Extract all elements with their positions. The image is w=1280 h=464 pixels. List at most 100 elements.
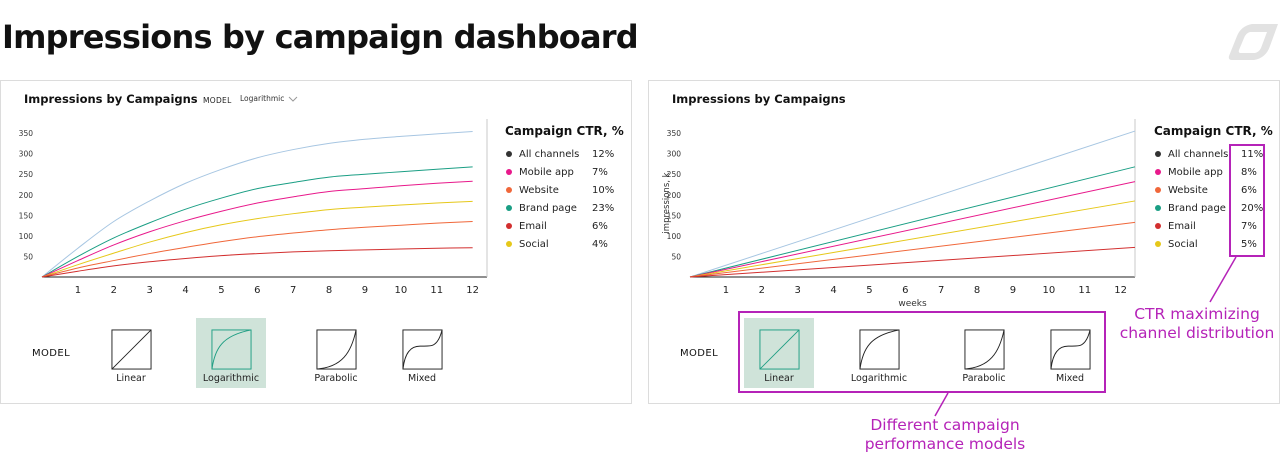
legend-channel-name: Mobile app: [1168, 166, 1223, 178]
x-tick-label: 12: [1114, 285, 1127, 296]
y-tick-label: 300: [667, 150, 682, 159]
x-tick-label: 4: [182, 285, 188, 296]
model-dropdown-value: Logarithmic: [240, 94, 285, 103]
legend-ctr-value: 8%: [1241, 166, 1257, 178]
y-tick-label: 350: [19, 129, 34, 138]
y-axis-label: impressions, k: [662, 172, 672, 233]
ctr-legend: Campaign CTR, % All channels 11% Mobile ap…: [1154, 124, 1280, 253]
legend-channel-name: Email: [1168, 220, 1196, 232]
legend-ctr-value: 4%: [592, 238, 608, 250]
model-option-linear[interactable]: Linear: [744, 318, 814, 388]
x-tick-label: 1: [723, 285, 729, 296]
legend-item[interactable]: Email 6%: [505, 217, 633, 235]
legend-ctr-value: 12%: [592, 148, 615, 160]
annotation-line: Different campaign: [870, 416, 1020, 434]
y-tick-label: 150: [19, 211, 34, 220]
model-option-label: Linear: [764, 373, 794, 384]
model-option-label: Mixed: [407, 373, 437, 384]
model-option-linear[interactable]: Linear: [96, 318, 166, 388]
y-tick-label: 250: [667, 170, 682, 179]
right-dashboard-panel: Impressions by Campaigns 50 100 150 200 250 3…: [648, 80, 1280, 404]
legend-dot-icon: [506, 205, 512, 211]
model-option-mixed[interactable]: Mixed: [1035, 318, 1105, 388]
series-line-4: [689, 221, 1136, 278]
panel-title: Impressions by Campaigns: [672, 92, 846, 106]
legend-channel-name: Social: [1168, 238, 1198, 250]
left-dashboard-panel: Impressions by Campaigns MODEL Logarithm…: [0, 80, 632, 404]
legend-ctr-value: 23%: [592, 202, 615, 214]
x-tick-label: 9: [362, 285, 368, 296]
legend-item[interactable]: Mobile app 8%: [1154, 163, 1280, 181]
legend-channel-name: Email: [519, 220, 547, 232]
legend-ctr-value: 7%: [1241, 220, 1257, 232]
x-tick-label: 5: [866, 285, 872, 296]
legend-channel-name: Website: [1168, 184, 1208, 196]
legend-item[interactable]: All channels 11%: [1154, 145, 1280, 163]
mixed-curve-icon: [402, 329, 443, 370]
legend-item[interactable]: Website 6%: [1154, 181, 1280, 199]
legend-ctr-value: 7%: [592, 166, 608, 178]
legend-dot-icon: [1155, 241, 1161, 247]
legend-item[interactable]: Email 7%: [1154, 217, 1280, 235]
logarithmic-curve-icon: [859, 329, 900, 370]
legend-dot-icon: [1155, 187, 1161, 193]
series-line-2: [689, 181, 1136, 278]
legend-channel-name: All channels: [1168, 148, 1229, 160]
model-option-label: Logarithmic: [202, 373, 260, 384]
model-option-parabolic[interactable]: Parabolic: [301, 318, 371, 388]
legend-channel-name: Brand page: [1168, 202, 1226, 214]
legend-item[interactable]: Brand page 20%: [1154, 199, 1280, 217]
legend-title: Campaign CTR, %: [505, 124, 624, 138]
y-tick-label: 200: [19, 191, 34, 200]
model-option-label: Parabolic: [962, 373, 1006, 384]
legend-channel-name: Social: [519, 238, 549, 250]
parabolic-curve-icon: [316, 329, 357, 370]
model-option-mixed[interactable]: Mixed: [387, 318, 457, 388]
series-line-0: [689, 130, 1136, 278]
model-dropdown[interactable]: Logarithmic: [240, 94, 298, 103]
models-annotation: Different campaign performance models: [850, 416, 1040, 454]
x-tick-label: 9: [1010, 285, 1016, 296]
series-line-1: [41, 166, 473, 278]
brand-logo-icon: [1228, 24, 1278, 60]
y-tick-label: 200: [667, 191, 682, 200]
legend-item[interactable]: Social 5%: [1154, 235, 1280, 253]
series-line-2: [41, 180, 473, 278]
linear-curve-icon: [759, 329, 800, 370]
legend-dot-icon: [506, 187, 512, 193]
page-title: Impressions by campaign dashboard: [2, 18, 639, 56]
x-tick-label: 4: [830, 285, 836, 296]
x-tick-label: 8: [974, 285, 980, 296]
legend-item[interactable]: All channels 12%: [505, 145, 633, 163]
y-tick-label: 50: [23, 252, 33, 261]
legend-item[interactable]: Mobile app 7%: [505, 163, 633, 181]
legend-item[interactable]: Website 10%: [505, 181, 633, 199]
x-tick-label: 6: [902, 285, 908, 296]
x-tick-label: 10: [395, 285, 408, 296]
model-selector-label: MODEL: [32, 348, 71, 359]
annotation-line: CTR maximizing: [1134, 305, 1260, 323]
x-tick-label: 3: [794, 285, 800, 296]
model-dropdown-label: MODEL: [203, 96, 232, 105]
model-option-label: Mixed: [1055, 373, 1085, 384]
legend-ctr-value: 5%: [1241, 238, 1257, 250]
y-tick-label: 350: [667, 129, 682, 138]
legend-item[interactable]: Brand page 23%: [505, 199, 633, 217]
y-tick-label: 300: [19, 150, 34, 159]
chevron-down-icon: [289, 96, 298, 102]
legend-channel-name: All channels: [519, 148, 580, 160]
y-tick-label: 250: [19, 170, 34, 179]
legend-item[interactable]: Social 4%: [505, 235, 633, 253]
annotation-line: performance models: [864, 435, 1026, 453]
y-tick-label: 50: [671, 252, 681, 261]
series-line-3: [689, 200, 1136, 278]
model-option-label: Logarithmic: [850, 373, 908, 384]
model-option-parabolic[interactable]: Parabolic: [949, 318, 1019, 388]
y-tick-label: 100: [19, 232, 34, 241]
model-option-logarithmic[interactable]: Logarithmic: [844, 318, 914, 388]
y-tick-label: 150: [667, 211, 682, 220]
mixed-curve-icon: [1050, 329, 1091, 370]
x-tick-label: 2: [111, 285, 117, 296]
model-option-logarithmic[interactable]: Logarithmic: [196, 318, 266, 388]
